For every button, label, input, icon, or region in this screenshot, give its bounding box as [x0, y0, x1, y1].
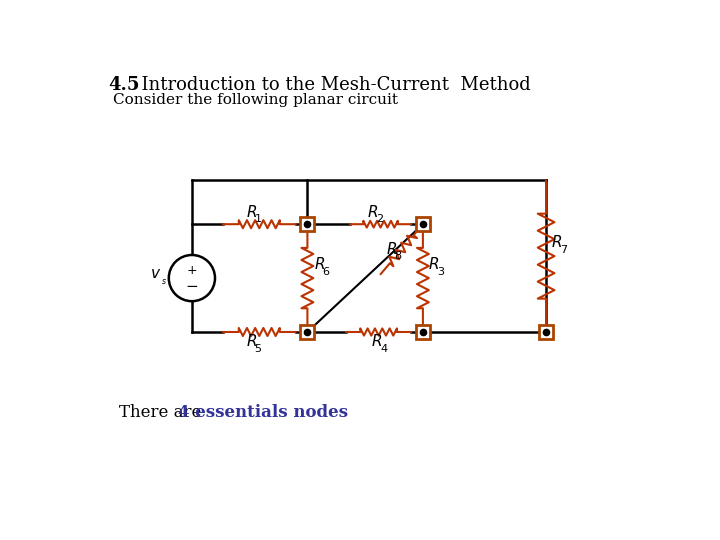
Bar: [416, 325, 430, 339]
Text: +: +: [186, 264, 197, 276]
Text: $8$: $8$: [395, 249, 402, 261]
Text: $4$: $4$: [379, 342, 388, 354]
Text: 4 essentials nodes: 4 essentials nodes: [178, 403, 348, 421]
Text: There are: There are: [119, 403, 212, 421]
Bar: [539, 325, 553, 339]
Text: $R$: $R$: [246, 204, 257, 220]
Text: $3$: $3$: [437, 265, 445, 276]
Text: $2$: $2$: [376, 212, 384, 224]
Bar: [300, 217, 315, 231]
Text: $R$: $R$: [552, 234, 562, 250]
Text: 4.5: 4.5: [109, 76, 140, 94]
Text: $R$: $R$: [372, 333, 382, 349]
Text: −: −: [186, 279, 198, 294]
Text: Introduction to the Mesh-Current  Method: Introduction to the Mesh-Current Method: [130, 76, 531, 94]
Text: $R$: $R$: [246, 333, 257, 349]
Text: $5$: $5$: [254, 342, 262, 354]
Text: $R$: $R$: [367, 204, 379, 220]
Bar: [300, 325, 315, 339]
Text: $R$: $R$: [314, 256, 325, 272]
Text: $7$: $7$: [560, 242, 568, 254]
Text: $R$: $R$: [386, 240, 397, 256]
Text: Consider the following planar circuit: Consider the following planar circuit: [113, 93, 398, 107]
Text: $R$: $R$: [428, 256, 439, 272]
Text: $v$: $v$: [150, 267, 161, 281]
Bar: [416, 217, 430, 231]
Text: $_s$: $_s$: [161, 277, 167, 287]
Text: $1$: $1$: [254, 212, 262, 224]
Text: $6$: $6$: [322, 265, 330, 276]
